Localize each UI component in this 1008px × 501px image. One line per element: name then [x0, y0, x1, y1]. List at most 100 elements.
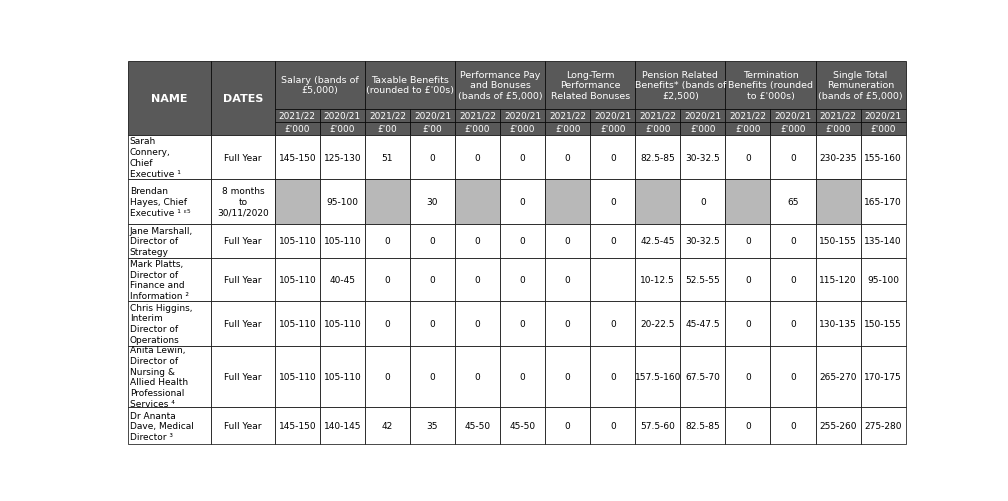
Bar [455, 135, 500, 180]
Text: 0: 0 [564, 153, 571, 162]
Bar [635, 407, 680, 444]
Bar [410, 407, 455, 444]
Bar [635, 180, 680, 224]
Text: 0: 0 [745, 276, 751, 285]
Text: 2020/21: 2020/21 [324, 112, 361, 121]
Bar [455, 302, 500, 346]
Text: 150-155: 150-155 [864, 319, 902, 328]
Text: 0: 0 [790, 276, 796, 285]
Bar [815, 123, 861, 135]
Bar [545, 259, 591, 302]
Bar [680, 224, 726, 259]
Text: Long-Term
Performance
Related Bonuses: Long-Term Performance Related Bonuses [550, 71, 630, 100]
Text: 0: 0 [745, 153, 751, 162]
Bar [410, 109, 455, 123]
Bar [726, 407, 770, 444]
Bar [861, 180, 905, 224]
Text: 0: 0 [385, 372, 390, 381]
Bar [212, 346, 275, 407]
Bar [815, 62, 905, 109]
Text: 0: 0 [429, 372, 435, 381]
Text: 0: 0 [790, 153, 796, 162]
Bar [128, 180, 212, 224]
Text: 165-170: 165-170 [864, 198, 902, 207]
Bar [635, 302, 680, 346]
Text: 0: 0 [610, 421, 616, 430]
Bar [591, 407, 635, 444]
Bar [410, 135, 455, 180]
Text: 2020/21: 2020/21 [684, 112, 722, 121]
Text: 2020/21: 2020/21 [504, 112, 541, 121]
Text: 95-100: 95-100 [867, 276, 899, 285]
Bar [455, 259, 500, 302]
Bar [212, 62, 275, 135]
Text: Performance Pay
and Bonuses
(bands of £5,000): Performance Pay and Bonuses (bands of £5… [458, 71, 542, 100]
Bar [365, 302, 410, 346]
Bar [455, 224, 500, 259]
Bar [128, 259, 212, 302]
Bar [726, 302, 770, 346]
Text: 35: 35 [426, 421, 438, 430]
Text: £'000: £'000 [826, 125, 851, 134]
Bar [861, 224, 905, 259]
Bar [500, 109, 545, 123]
Bar [861, 135, 905, 180]
Bar [545, 302, 591, 346]
Text: Full Year: Full Year [224, 237, 262, 246]
Bar [815, 135, 861, 180]
Bar [861, 259, 905, 302]
Bar [770, 109, 815, 123]
Bar [545, 346, 591, 407]
Bar [275, 180, 320, 224]
Bar [128, 407, 212, 444]
Bar [680, 109, 726, 123]
Bar [275, 62, 365, 109]
Text: 0: 0 [429, 319, 435, 328]
Text: 255-260: 255-260 [820, 421, 857, 430]
Text: £'000: £'000 [284, 125, 310, 134]
Text: 0: 0 [745, 237, 751, 246]
Text: Salary (bands of
£5,000): Salary (bands of £5,000) [281, 76, 359, 95]
Bar [726, 62, 815, 109]
Bar [500, 123, 545, 135]
Bar [545, 180, 591, 224]
Text: 0: 0 [610, 372, 616, 381]
Text: 45-50: 45-50 [465, 421, 491, 430]
Text: 0: 0 [790, 372, 796, 381]
Bar [365, 135, 410, 180]
Bar [770, 135, 815, 180]
Bar [726, 123, 770, 135]
Text: 0: 0 [520, 237, 525, 246]
Bar [275, 109, 320, 123]
Text: £'000: £'000 [735, 125, 761, 134]
Bar [365, 109, 410, 123]
Bar [275, 224, 320, 259]
Bar [455, 62, 545, 109]
Text: 51: 51 [382, 153, 393, 162]
Bar [365, 224, 410, 259]
Bar [815, 109, 861, 123]
Bar [128, 135, 212, 180]
Text: 2021/22: 2021/22 [459, 112, 496, 121]
Bar [128, 302, 212, 346]
Text: 2020/21: 2020/21 [774, 112, 811, 121]
Bar [815, 407, 861, 444]
Text: 0: 0 [385, 237, 390, 246]
Text: £'000: £'000 [330, 125, 355, 134]
Text: £'000: £'000 [645, 125, 670, 134]
Text: 30: 30 [426, 198, 438, 207]
Bar [320, 180, 365, 224]
Bar [545, 407, 591, 444]
Bar [545, 62, 635, 109]
Text: Full Year: Full Year [224, 421, 262, 430]
Text: 0: 0 [429, 276, 435, 285]
Text: 105-110: 105-110 [324, 237, 361, 246]
Text: £'000: £'000 [690, 125, 716, 134]
Bar [726, 109, 770, 123]
Text: 2021/22: 2021/22 [820, 112, 857, 121]
Bar [726, 259, 770, 302]
Text: Dr Ananta
Dave, Medical
Director ³: Dr Ananta Dave, Medical Director ³ [130, 411, 194, 441]
Text: 157.5-160: 157.5-160 [635, 372, 681, 381]
Text: 2020/21: 2020/21 [865, 112, 902, 121]
Text: £'000: £'000 [600, 125, 626, 134]
